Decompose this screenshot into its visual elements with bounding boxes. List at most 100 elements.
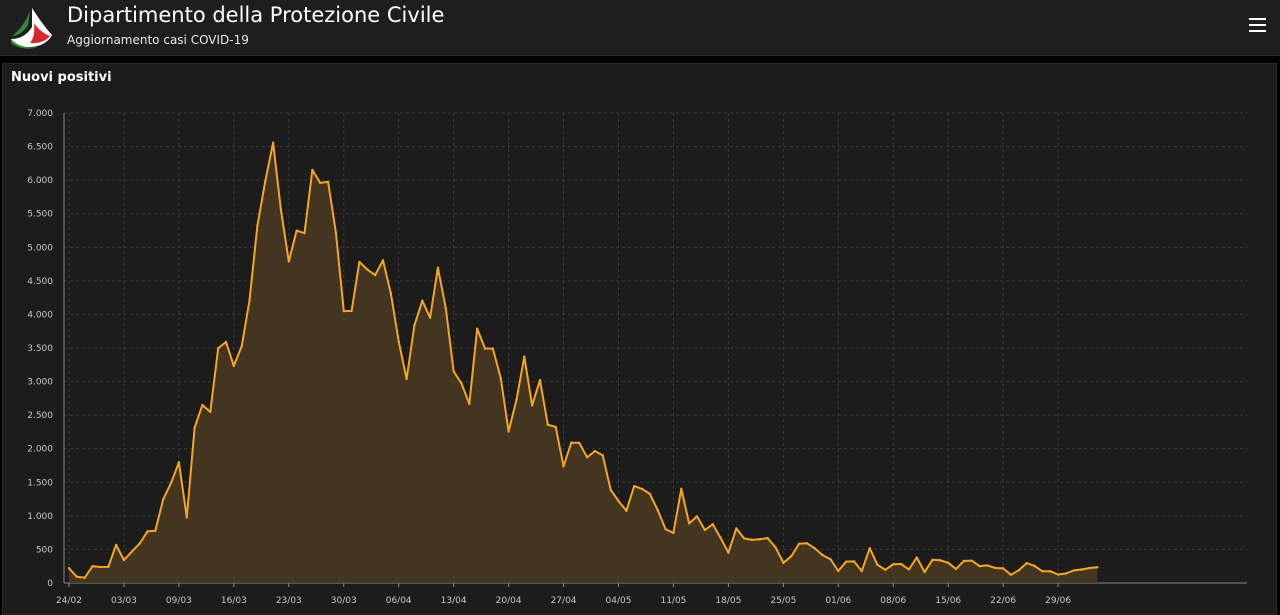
data-point <box>130 550 133 553</box>
data-point <box>366 268 369 271</box>
data-point <box>633 484 636 488</box>
app-title: Dipartimento della Protezione Civile <box>67 3 445 27</box>
x-tick-label: 03/03 <box>111 596 137 606</box>
chart-panel: Nuovi positivi 0 500 1.000 1.500 2.000 2.500 3… <box>2 63 1277 615</box>
data-point <box>428 316 432 319</box>
app-subtitle: Aggiornamento casi COVID-19 <box>67 33 249 47</box>
data-point <box>138 542 141 545</box>
x-tick-label: 25/05 <box>770 596 796 606</box>
data-point <box>774 546 777 549</box>
series-line <box>68 141 1098 579</box>
y-tick-label: 1.500 <box>27 478 53 488</box>
data-point <box>1049 570 1052 573</box>
data-point <box>593 449 597 453</box>
x-tick-label: 20/04 <box>496 596 522 606</box>
data-point <box>248 299 251 302</box>
data-point <box>476 327 479 330</box>
data-point <box>797 542 801 545</box>
data-point <box>91 565 94 568</box>
data-point <box>1009 573 1013 577</box>
data-point <box>287 260 290 263</box>
data-point <box>813 547 816 550</box>
data-point <box>648 492 652 496</box>
y-tick-label: 4.500 <box>27 277 53 287</box>
data-point <box>256 224 259 227</box>
data-point <box>1001 567 1005 570</box>
data-point <box>672 531 675 535</box>
data-point <box>350 309 353 313</box>
data-point <box>114 543 118 547</box>
data-point <box>538 378 542 382</box>
data-point <box>1088 566 1091 570</box>
data-point <box>978 564 981 568</box>
data-point <box>405 377 408 381</box>
data-point <box>703 528 707 532</box>
y-tick-label: 3.000 <box>27 378 53 388</box>
data-point <box>483 347 487 350</box>
data-point <box>923 570 926 574</box>
data-point <box>860 569 864 573</box>
data-point <box>193 426 196 429</box>
data-point <box>279 208 283 211</box>
data-point <box>1017 569 1021 572</box>
data-point <box>295 229 298 232</box>
data-point <box>1096 566 1099 569</box>
y-tick-label: 2.000 <box>27 445 53 455</box>
x-tick-label: 15/06 <box>935 596 961 606</box>
data-point <box>460 382 463 385</box>
data-point <box>954 567 958 571</box>
y-tick-label: 6.000 <box>27 176 53 186</box>
data-point <box>177 461 181 464</box>
data-point <box>499 377 502 380</box>
data-point <box>491 347 495 350</box>
data-point <box>444 307 447 310</box>
data-point <box>232 364 236 368</box>
new-cases-chart: 0 500 1.000 1.500 2.000 2.500 3.000 3.500 4.000 4… <box>27 109 1247 606</box>
data-point <box>1064 572 1068 575</box>
data-point <box>782 561 785 565</box>
data-point <box>1056 573 1060 576</box>
app-header: Dipartimento della Protezione Civile Agg… <box>0 0 1280 56</box>
data-point <box>107 565 110 569</box>
data-point <box>852 560 856 563</box>
data-point <box>523 355 526 358</box>
data-point <box>758 538 761 541</box>
data-point <box>209 410 212 414</box>
y-tick-label: 6.500 <box>27 143 53 153</box>
data-point <box>892 563 895 566</box>
data-point <box>303 231 306 235</box>
data-point <box>468 402 471 406</box>
data-point <box>271 141 275 144</box>
data-point <box>381 259 385 262</box>
civil-protection-logo <box>11 8 52 49</box>
data-point <box>413 324 416 327</box>
x-tick-label: 22/06 <box>990 596 1016 606</box>
data-point <box>358 260 361 264</box>
data-point <box>931 558 934 561</box>
x-tick-label: 16/03 <box>221 596 247 606</box>
data-point <box>554 425 557 429</box>
data-point <box>515 398 518 401</box>
y-tick-label: 5.500 <box>27 210 53 220</box>
data-point <box>264 179 267 183</box>
x-tick-label: 24/02 <box>56 596 82 606</box>
series-area <box>69 142 1098 583</box>
data-point <box>507 430 510 433</box>
data-point <box>750 538 754 542</box>
data-point <box>876 563 879 567</box>
y-tick-label: 4.000 <box>27 310 53 320</box>
data-point <box>947 561 950 564</box>
y-tick-label: 7.000 <box>27 109 53 119</box>
data-point <box>664 527 667 531</box>
x-tick-label: 29/06 <box>1045 596 1071 606</box>
data-point <box>169 481 173 485</box>
y-tick-label: 5.000 <box>27 243 53 253</box>
data-point <box>915 556 918 559</box>
y-tick-label: 500 <box>36 545 53 555</box>
data-point <box>711 523 714 526</box>
data-point <box>562 465 565 468</box>
data-point <box>735 527 738 530</box>
data-point <box>201 403 204 407</box>
x-tick-label: 23/03 <box>276 596 302 606</box>
hamburger-menu-icon[interactable] <box>1248 15 1268 35</box>
